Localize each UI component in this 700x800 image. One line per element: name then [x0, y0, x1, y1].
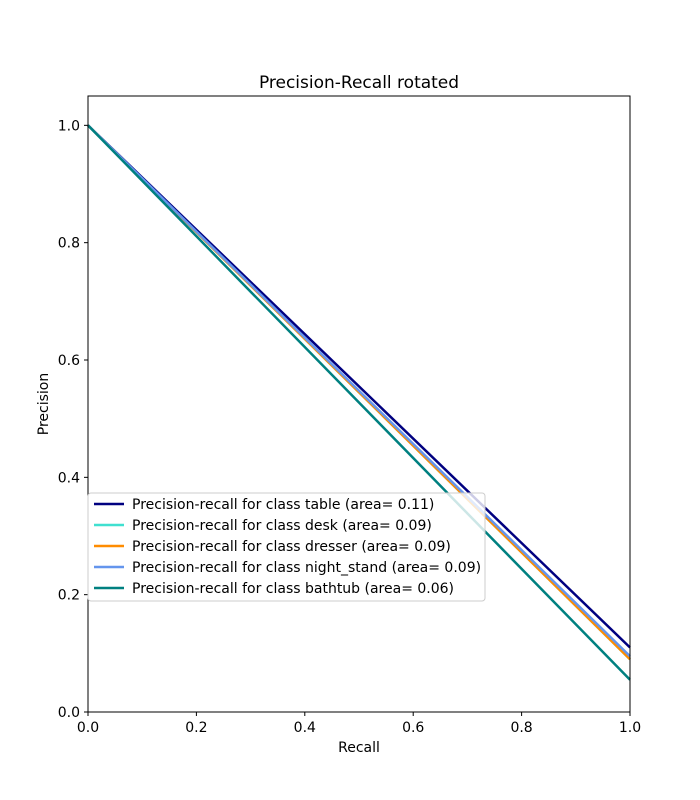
y-tick-label: 1.0: [58, 118, 80, 134]
y-axis-label: Precision: [36, 373, 52, 435]
legend-box: [87, 492, 486, 602]
x-axis-ticks: 0.0 0.2 0.4 0.6 0.8 1.0: [77, 712, 641, 736]
y-axis-ticks: 0.0 0.2 0.4 0.6 0.8 1.0: [58, 118, 88, 721]
y-tick-label: 0.8: [58, 236, 80, 252]
y-tick-label: 0.4: [58, 470, 80, 486]
x-tick-label: 0.6: [402, 720, 424, 736]
legend-label-3: Precision-recall for class night_stand (…: [132, 560, 481, 576]
x-axis-label: Recall: [338, 740, 380, 756]
legend-label-2: Precision-recall for class dresser (area…: [132, 539, 451, 555]
x-tick-label: 0.4: [294, 720, 316, 736]
x-tick-label: 0.2: [185, 720, 207, 736]
series-line-4: [87, 124, 631, 681]
legend-label-4: Precision-recall for class bathtub (area…: [132, 581, 454, 597]
legend-label-1: Precision-recall for class desk (area= 0…: [132, 518, 432, 534]
y-tick-label: 0.0: [58, 705, 80, 721]
legend: Precision-recall for class table (area= …: [87, 492, 486, 602]
series-layer: [87, 124, 631, 681]
x-tick-label: 0.8: [510, 720, 532, 736]
legend-items: Precision-recall for class table (area= …: [94, 497, 481, 597]
chart-title: Precision-Recall rotated: [259, 73, 459, 93]
legend-label-0: Precision-recall for class table (area= …: [132, 497, 434, 513]
x-tick-label: 1.0: [619, 720, 641, 736]
x-tick-label: 0.0: [77, 720, 99, 736]
plot-frame: [87, 95, 631, 713]
y-tick-label: 0.6: [58, 353, 80, 369]
series-line-3: [87, 124, 631, 658]
y-tick-label: 0.2: [58, 588, 80, 604]
